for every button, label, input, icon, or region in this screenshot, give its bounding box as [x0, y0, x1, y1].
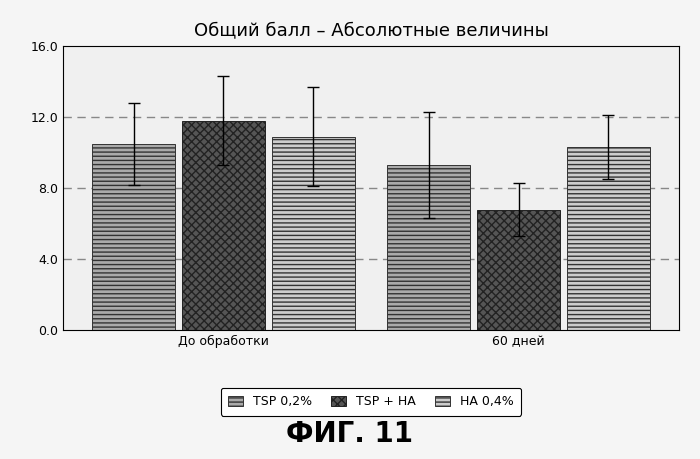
- Bar: [182, 121, 265, 330]
- Bar: [567, 147, 650, 330]
- Bar: [272, 137, 355, 330]
- Bar: [387, 165, 470, 330]
- Title: Общий балл – Абсолютные величины: Общий балл – Абсолютные величины: [194, 21, 548, 39]
- Bar: [477, 209, 560, 330]
- Text: ФИГ. 11: ФИГ. 11: [286, 420, 414, 448]
- Legend: TSP 0,2%, TSP + HA, HA 0,4%: TSP 0,2%, TSP + HA, HA 0,4%: [221, 388, 521, 416]
- Bar: [92, 144, 175, 330]
